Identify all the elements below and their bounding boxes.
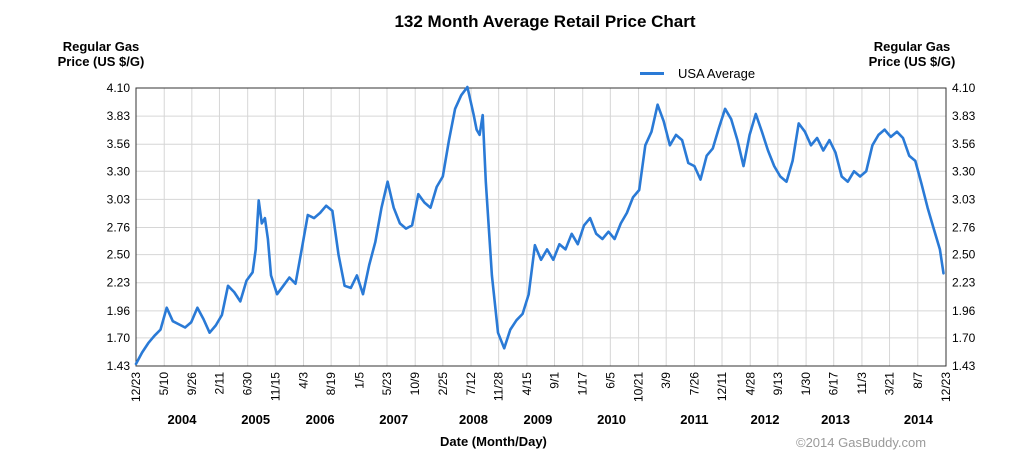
credit-text: ©2014 GasBuddy.com: [796, 435, 927, 450]
x-tick-label: 3/21: [883, 372, 897, 396]
year-label: 2006: [306, 412, 335, 427]
y-tick-label-left: 3.56: [107, 137, 131, 151]
year-label: 2010: [597, 412, 626, 427]
y-tick-label-left: 3.03: [107, 192, 131, 206]
x-tick-label: 11/28: [492, 372, 506, 401]
y-axis-title-left-line-2: Price (US $/G): [57, 54, 145, 69]
y-tick-label-left: 1.96: [107, 304, 131, 318]
year-label: 2008: [459, 412, 488, 427]
year-label: 2011: [680, 412, 708, 427]
x-tick-label: 7/26: [687, 372, 701, 396]
y-tick-label-right: 2.76: [952, 221, 976, 235]
legend-label: USA Average: [678, 66, 756, 81]
y-tick-label-left: 3.83: [107, 109, 131, 123]
year-label: 2004: [168, 412, 198, 427]
x-tick-label: 4/3: [297, 372, 311, 389]
y-tick-label-right: 3.03: [952, 192, 976, 206]
x-tick-label: 10/21: [632, 372, 646, 402]
x-tick-label: 2/25: [436, 372, 450, 396]
x-tick-label: 9/13: [771, 372, 785, 396]
y-tick-label-left: 2.23: [107, 276, 131, 290]
year-label: 2009: [523, 412, 552, 427]
x-tick-label: 1/5: [352, 372, 366, 389]
x-tick-label: 7/12: [464, 372, 478, 396]
x-tick-label: 9/26: [185, 372, 199, 396]
y-tick-label-right: 3.83: [952, 109, 976, 123]
x-tick-label: 4/28: [743, 372, 757, 396]
x-tick-label: 1/17: [576, 372, 590, 396]
x-tick-label: 12/23: [129, 372, 143, 402]
year-label: 2012: [751, 412, 780, 427]
x-tick-label: 5/23: [380, 372, 394, 396]
year-label: 2005: [241, 412, 270, 427]
year-label: 2007: [379, 412, 408, 427]
x-tick-label: 3/9: [659, 372, 673, 389]
x-tick-label: 8/7: [911, 372, 925, 389]
x-tick-label: 9/1: [548, 372, 562, 389]
series-line-usa-average: [134, 85, 945, 366]
y-axis-title-left: Regular Gas Price (US $/G): [56, 39, 146, 69]
y-tick-label-right: 4.10: [952, 81, 976, 95]
legend: USA Average: [640, 66, 755, 81]
y-tick-label-left: 3.30: [107, 164, 131, 178]
y-tick-label-right: 1.43: [952, 359, 976, 373]
x-tick-label: 1/30: [799, 372, 813, 396]
y-tick-label-left: 1.43: [107, 359, 131, 373]
legend-swatch: [640, 72, 664, 75]
y-tick-label-left: 1.70: [107, 331, 131, 345]
x-tick-label: 5/10: [157, 372, 171, 396]
x-tick-label: 12/23: [939, 372, 953, 402]
plot-border: [135, 87, 947, 367]
x-tick-label: 8/19: [324, 372, 338, 396]
y-tick-label-left: 4.10: [107, 81, 131, 95]
x-tick-label: 11/3: [855, 372, 869, 395]
x-tick-label: 6/17: [827, 372, 841, 396]
y-tick-label-right: 3.30: [952, 164, 976, 178]
y-axis-title-right: Regular Gas Price (US $/G): [862, 39, 962, 69]
x-axis-title: Date (Month/Day): [440, 434, 547, 449]
year-label: 2014: [904, 412, 934, 427]
x-tick-label: 4/15: [520, 372, 534, 396]
y-tick-label-right: 2.50: [952, 248, 976, 262]
y-tick-label-right: 1.96: [952, 304, 976, 318]
x-tick-label: 10/9: [408, 372, 422, 396]
x-tick-label: 6/5: [603, 372, 617, 389]
y-tick-label-right: 2.23: [952, 276, 976, 290]
y-tick-label-left: 2.76: [107, 221, 131, 235]
year-label: 2013: [821, 412, 850, 427]
x-tick-label: 11/15: [268, 372, 282, 401]
x-tick-label: 2/11: [212, 372, 226, 395]
chart-title: 132 Month Average Retail Price Chart: [394, 12, 696, 31]
x-tick-label: 6/30: [241, 372, 255, 396]
y-tick-label-right: 1.70: [952, 331, 976, 345]
x-tick-label: 12/11: [715, 372, 729, 401]
y-tick-label-left: 2.50: [107, 248, 131, 262]
y-axis-title-right-line-2: Price (US $/G): [868, 54, 956, 69]
y-axis-title-right-line-1: Regular Gas: [873, 39, 951, 54]
y-axis-title-left-line-1: Regular Gas: [62, 39, 140, 54]
y-tick-label-right: 3.56: [952, 137, 976, 151]
